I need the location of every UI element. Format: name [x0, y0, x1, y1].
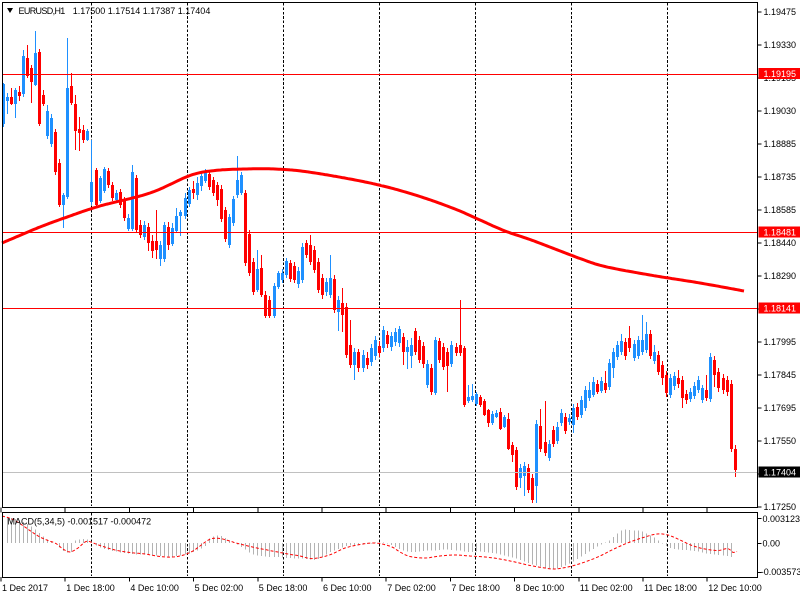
- svg-text:1.18885: 1.18885: [764, 139, 797, 149]
- svg-text:1.18585: 1.18585: [764, 205, 797, 215]
- svg-text:6 Dec 10:00: 6 Dec 10:00: [323, 583, 372, 593]
- svg-text:1.19195: 1.19195: [764, 69, 797, 79]
- svg-text:4 Dec 10:00: 4 Dec 10:00: [130, 583, 179, 593]
- svg-text:11 Dec 18:00: 11 Dec 18:00: [644, 583, 697, 593]
- svg-text:1.17695: 1.17695: [764, 403, 797, 413]
- svg-text:1.17550: 1.17550: [764, 436, 797, 446]
- svg-text:1.17404: 1.17404: [764, 468, 797, 478]
- svg-text:1.18290: 1.18290: [764, 271, 797, 281]
- svg-text:1.18440: 1.18440: [764, 238, 797, 248]
- svg-text:1.18141: 1.18141: [764, 304, 797, 314]
- svg-text:1.17500 1.17514 1.17387 1.1740: 1.17500 1.17514 1.17387 1.17404: [73, 6, 211, 16]
- svg-text:-0.003573: -0.003573: [761, 567, 800, 577]
- svg-text:1.17995: 1.17995: [764, 337, 797, 347]
- svg-text:EURUSD,H1: EURUSD,H1: [19, 6, 66, 16]
- svg-text:1.17845: 1.17845: [764, 370, 797, 380]
- svg-text:7 Dec 18:00: 7 Dec 18:00: [451, 583, 500, 593]
- svg-text:11 Dec 02:00: 11 Dec 02:00: [580, 583, 633, 593]
- svg-text:12 Dec 10:00: 12 Dec 10:00: [708, 583, 762, 593]
- svg-text:0.003123: 0.003123: [763, 514, 800, 524]
- svg-text:MACD(5,34,5) -0.001517 -0.0004: MACD(5,34,5) -0.001517 -0.000472: [8, 517, 152, 527]
- svg-text:1.18735: 1.18735: [764, 172, 797, 182]
- svg-text:1.17250: 1.17250: [764, 502, 797, 512]
- svg-text:1.19030: 1.19030: [764, 106, 797, 116]
- svg-text:8 Dec 10:00: 8 Dec 10:00: [516, 583, 565, 593]
- svg-text:1 Dec 2017: 1 Dec 2017: [2, 583, 48, 593]
- svg-text:1.19475: 1.19475: [764, 7, 797, 17]
- svg-text:1.19330: 1.19330: [764, 40, 797, 50]
- svg-text:5 Dec 02:00: 5 Dec 02:00: [195, 583, 244, 593]
- svg-text:5 Dec 18:00: 5 Dec 18:00: [259, 583, 308, 593]
- svg-text:0.00: 0.00: [763, 539, 781, 549]
- svg-text:1 Dec 18:00: 1 Dec 18:00: [66, 583, 115, 593]
- svg-text:7 Dec 02:00: 7 Dec 02:00: [387, 583, 436, 593]
- svg-text:1.18481: 1.18481: [764, 228, 797, 238]
